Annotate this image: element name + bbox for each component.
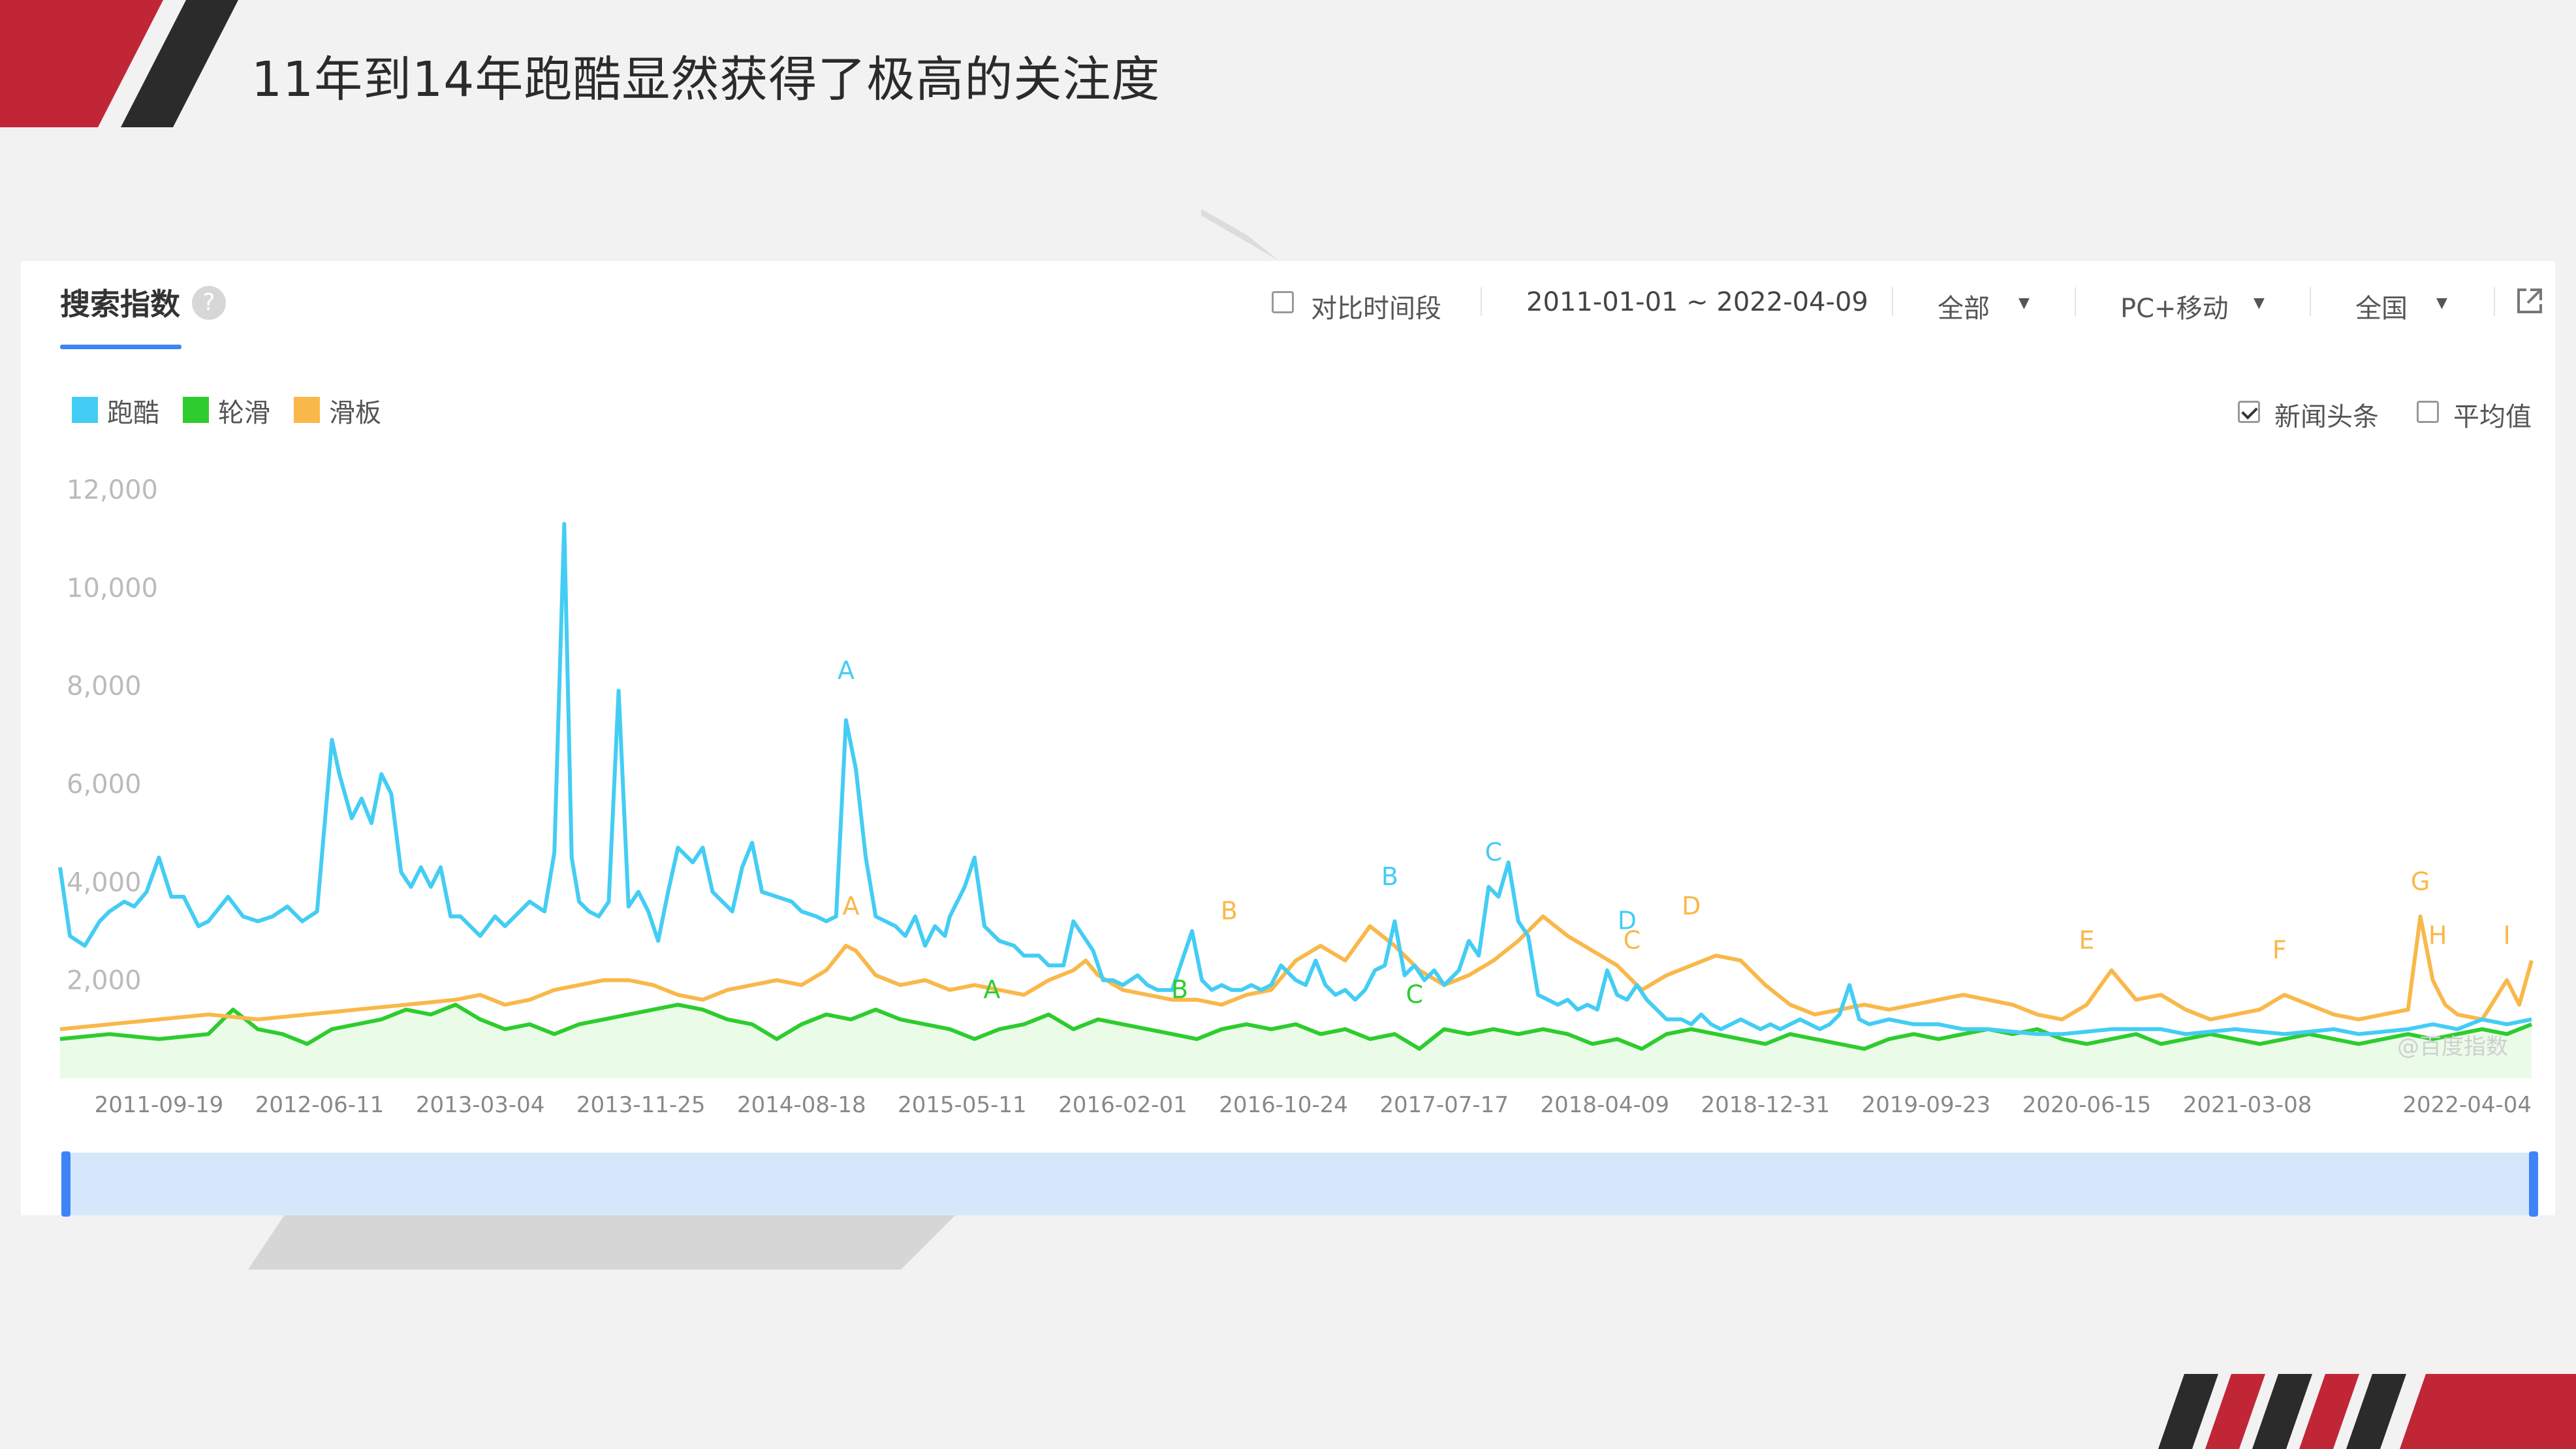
tab-search-index[interactable]: 搜索指数 (60, 287, 180, 322)
news-marker-label: E (2079, 926, 2095, 955)
series-area-rollerskate (60, 1005, 2532, 1078)
news-marker-label: D (1682, 892, 1701, 920)
corner-stripes-decoration (2158, 1374, 2576, 1449)
background-shadow-shape (248, 1211, 960, 1270)
series-line-parkour (58, 522, 2532, 1036)
news-marker-label: C (1406, 980, 1423, 1008)
tab-active-underline (60, 345, 181, 349)
x-tick-label: 2018-12-31 (1701, 1092, 1830, 1118)
divider (2494, 287, 2495, 316)
series-line-skateboard (59, 914, 2534, 1031)
y-tick-label: 4,000 (67, 867, 142, 897)
legend-label-rollerskate[interactable]: 轮滑 (218, 398, 270, 428)
x-tick-label: 2012-06-11 (255, 1092, 385, 1118)
watermark: @百度指数 (2397, 1034, 2508, 1060)
x-tick-label: 2016-10-24 (1219, 1092, 1348, 1118)
slider-handle-left[interactable] (61, 1151, 71, 1217)
x-tick-label: 2022-04-04 (2402, 1092, 2532, 1118)
slide-title: 11年到14年跑酷显然获得了极高的关注度 (251, 52, 1161, 108)
news-marker-label: I (2504, 921, 2511, 950)
news-marker-label: D (1618, 907, 1637, 935)
y-tick-label: 8,000 (67, 672, 142, 702)
news-marker-label: B (1381, 862, 1398, 891)
divider (2310, 287, 2311, 316)
x-tick-label: 2019-09-23 (1862, 1092, 1991, 1118)
average-label[interactable]: 平均值 (2453, 402, 2532, 432)
news-marker-label: B (1171, 975, 1188, 1004)
y-tick-label: 2,000 (67, 966, 142, 996)
dropdown-caret-icon[interactable]: ▼ (2018, 295, 2030, 311)
x-tick-label: 2015-05-11 (898, 1092, 1027, 1118)
y-tick-label: 10,000 (67, 573, 158, 603)
external-link-icon[interactable] (2513, 285, 2546, 317)
news-marker-label: C (1624, 926, 1641, 955)
corner-decoration (0, 0, 238, 127)
news-marker-label: C (1485, 837, 1503, 866)
x-tick-label: 2013-03-04 (416, 1092, 545, 1118)
x-tick-label: 2021-03-08 (2183, 1092, 2312, 1118)
compare-period-checkbox[interactable] (1272, 291, 1294, 313)
date-range-picker[interactable]: 2011-01-01 ~ 2022-04-09 (1526, 287, 1868, 317)
divider (1892, 287, 1893, 316)
series-line-rollerskate (59, 1003, 2533, 1051)
dropdown-caret-icon[interactable]: ▼ (2254, 295, 2265, 311)
search-index-panel: 搜索指数 ? 对比时间段 2011-01-01 ~ 2022-04-09 全部 … (21, 261, 2555, 1217)
dropdown-caret-icon[interactable]: ▼ (2436, 295, 2447, 311)
legend-label-parkour[interactable]: 跑酷 (107, 398, 159, 428)
x-tick-label: 2014-08-18 (737, 1092, 866, 1118)
compare-period-label[interactable]: 对比时间段 (1311, 294, 1441, 324)
x-tick-label: 2020-06-15 (2022, 1092, 2152, 1118)
divider (1481, 287, 1482, 316)
search-index-chart: 12,000 10,000 8,000 6,000 4,000 2,000 2011-09-… (58, 475, 2534, 1118)
corner-red-band (0, 0, 163, 127)
region-select[interactable]: 全国 (2355, 294, 2408, 324)
legend-label-skateboard[interactable]: 滑板 (329, 398, 381, 428)
help-icon[interactable]: ? (192, 286, 226, 320)
legend-swatch-skateboard (294, 397, 320, 423)
device-select[interactable]: PC+移动 (2120, 294, 2229, 324)
x-tick-label: 2017-07-17 (1379, 1092, 1509, 1118)
time-range-slider[interactable] (61, 1153, 2536, 1215)
legend-swatch-parkour (72, 397, 98, 423)
news-marker-label: G (2411, 867, 2430, 896)
background-shadow-shape (1201, 209, 1280, 261)
news-marker-label: A (843, 892, 860, 920)
legend-swatch-rollerskate (183, 397, 209, 423)
x-tick-label: 2016-02-01 (1058, 1092, 1187, 1118)
x-tick-label: 2013-11-25 (576, 1092, 706, 1118)
y-tick-label: 6,000 (67, 770, 142, 800)
news-marker-label: A (983, 975, 1000, 1004)
news-marker-label: A (838, 656, 855, 685)
x-tick-label: 2011-09-19 (95, 1092, 224, 1118)
source-select[interactable]: 全部 (1938, 294, 1990, 324)
divider (2075, 287, 2076, 316)
news-marker-label: F (2272, 936, 2287, 965)
corner-dark-stripe (121, 0, 238, 127)
x-tick-label: 2018-04-09 (1540, 1092, 1669, 1118)
news-marker-label: B (1221, 897, 1238, 926)
news-marker-label: H (2428, 921, 2447, 950)
slider-handle-right[interactable] (2529, 1151, 2538, 1217)
average-checkbox[interactable] (2417, 401, 2439, 423)
news-headlines-label[interactable]: 新闻头条 (2274, 402, 2379, 432)
y-tick-label: 12,000 (67, 475, 158, 505)
news-headlines-checkbox[interactable] (2238, 401, 2260, 423)
